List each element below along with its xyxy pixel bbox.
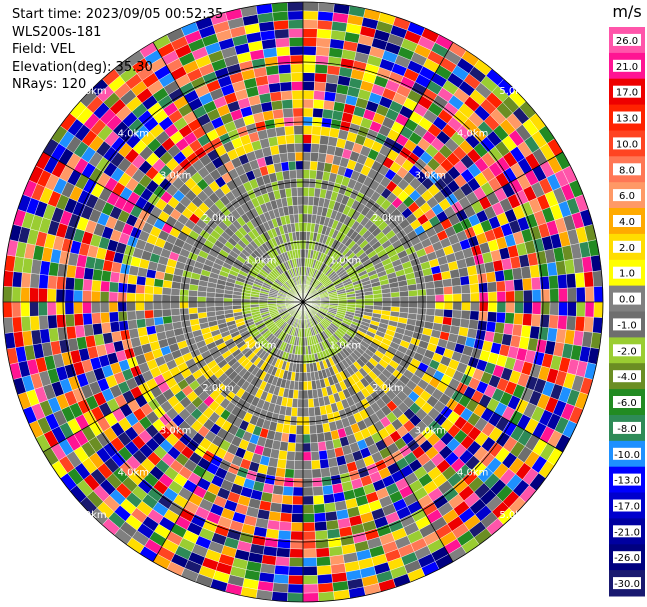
colorbar-unit-label: m/s xyxy=(612,2,641,21)
colorbar-tick-label: 8.0 xyxy=(619,165,635,176)
colorbar-tick-label: 13.0 xyxy=(616,114,638,125)
colorbar-tick-label: -1.0 xyxy=(617,320,637,331)
radial-velocity-gates xyxy=(2,1,604,603)
colorbar-tick-label: 1.0 xyxy=(619,269,635,280)
colorbar-tick-label: 21.0 xyxy=(616,62,638,73)
colorbar-tick-label: -2.0 xyxy=(617,346,637,357)
colorbar-tick-label: 17.0 xyxy=(616,88,638,99)
colorbar-tick-label: -13.0 xyxy=(614,476,640,487)
colorbar-tick-label: 2.0 xyxy=(619,243,635,254)
colorbar-tick-label: 10.0 xyxy=(616,139,638,150)
colorbar-tick-label: -17.0 xyxy=(614,502,640,513)
colorbar-tick-label: -10.0 xyxy=(614,450,640,461)
colorbar-tick-label: -6.0 xyxy=(617,398,637,409)
colorbar-tick-label: 26.0 xyxy=(616,36,638,47)
colorbar-tick-label: 4.0 xyxy=(619,217,635,228)
colorbar-tick-label: -4.0 xyxy=(617,372,637,383)
colorbar-tick-label: -30.0 xyxy=(614,579,640,590)
colorbar-tick-label: -21.0 xyxy=(614,527,640,538)
colorbar-tick-label: -8.0 xyxy=(617,424,637,435)
colorbar-tick-label: 0.0 xyxy=(619,295,635,306)
colorbar-tick-label: -26.0 xyxy=(614,553,640,564)
colorbar-tick-label: 6.0 xyxy=(619,191,635,202)
